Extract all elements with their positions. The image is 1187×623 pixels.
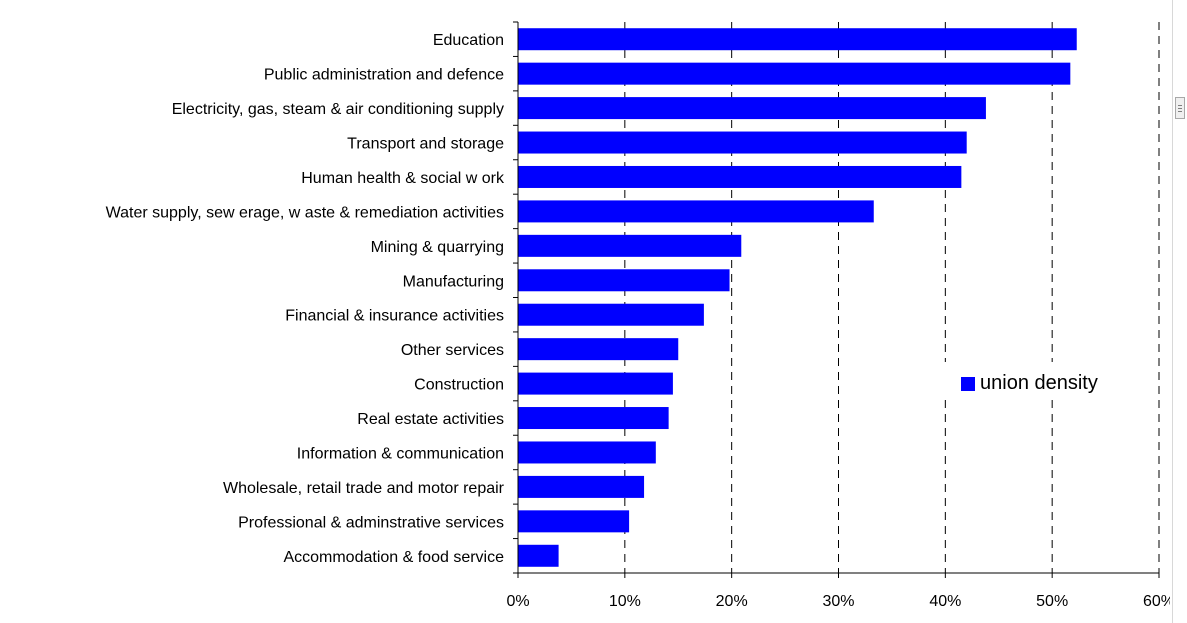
bar [518, 510, 630, 533]
bar [518, 441, 656, 464]
category-label: Real estate activities [357, 411, 504, 428]
x-tick-label: 20% [716, 593, 748, 610]
x-tick-label: 30% [822, 593, 854, 610]
x-tick-labels: 0% 10% 20% 30% 40% 50% 60% [506, 593, 1170, 610]
category-label: Education [433, 32, 504, 49]
bar [518, 544, 559, 567]
legend-label: union density [980, 372, 1098, 394]
legend: union density [944, 362, 1134, 400]
category-label: Accommodation & food service [283, 549, 504, 566]
x-tick-label: 10% [609, 593, 641, 610]
bar [518, 200, 874, 223]
category-label: Public administration and defence [264, 67, 504, 84]
category-label: Transport and storage [347, 136, 504, 153]
category-label: Electricity, gas, steam & air conditioni… [172, 101, 504, 118]
axes [513, 21, 1160, 578]
scrollbar-thumb[interactable] [1175, 97, 1185, 119]
category-label: Mining & quarrying [371, 239, 504, 256]
bar [518, 303, 704, 326]
category-label: Professional & adminstrative services [238, 514, 504, 531]
category-label: Human health & social w ork [301, 170, 505, 187]
bars [518, 28, 1077, 567]
category-label: Water supply, sew erage, w aste & remedi… [106, 204, 504, 221]
category-label: Manufacturing [403, 273, 504, 290]
category-label: Wholesale, retail trade and motor repair [223, 480, 505, 497]
category-label: Information & communication [297, 445, 504, 462]
bar [518, 131, 967, 154]
bar [518, 269, 730, 292]
x-tick-label: 40% [929, 593, 961, 610]
category-label: Construction [414, 377, 504, 394]
legend-background [944, 362, 1134, 400]
bar [518, 372, 673, 395]
grip-line [1178, 105, 1182, 106]
bar [518, 338, 679, 361]
bar [518, 28, 1077, 51]
bar [518, 234, 742, 257]
category-label: Other services [401, 342, 504, 359]
grip-line [1178, 111, 1182, 112]
category-label: Financial & insurance activities [285, 308, 504, 325]
legend-swatch [961, 377, 975, 391]
grip-line [1178, 108, 1182, 109]
x-tick-label: 0% [506, 593, 529, 610]
bar [518, 165, 962, 188]
category-labels: Education Public administration and defen… [106, 32, 505, 566]
bar [518, 407, 669, 430]
bar [518, 62, 1071, 85]
x-tick-label: 60% [1143, 593, 1170, 610]
bar [518, 475, 645, 498]
vertical-scrollbar[interactable] [1172, 0, 1187, 623]
bar [518, 97, 986, 120]
x-tick-label: 50% [1036, 593, 1068, 610]
